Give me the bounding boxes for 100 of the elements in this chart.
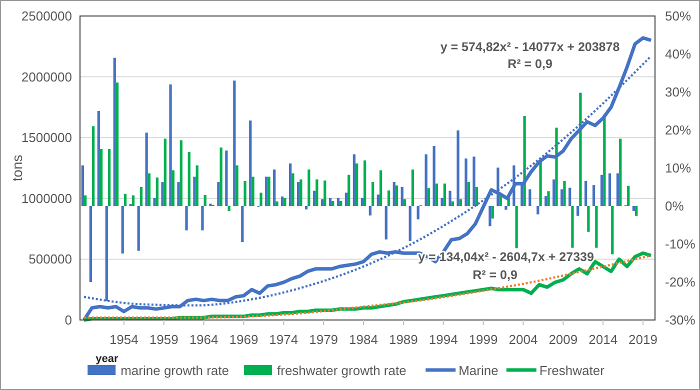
bar [188, 152, 190, 206]
bar [220, 147, 222, 206]
bar [292, 173, 294, 206]
bar [116, 82, 119, 206]
bar [515, 206, 518, 248]
bar [451, 201, 454, 206]
bar [496, 168, 500, 206]
bar [265, 176, 268, 206]
bar [611, 206, 614, 254]
bar [619, 138, 622, 206]
bar [443, 184, 446, 206]
bar [408, 206, 412, 241]
bar [241, 206, 244, 242]
y2-tick-label: 0% [665, 198, 684, 214]
bar [320, 199, 324, 206]
bar [260, 192, 262, 206]
bar [579, 92, 582, 206]
annotation: y = 574,82x² - 14077x + 203878 [440, 40, 620, 54]
bar [568, 188, 572, 206]
legend-label: freshwater growth rate [277, 363, 406, 378]
bar [217, 182, 220, 206]
x-tick-label: 2009 [548, 332, 578, 347]
bar [97, 111, 100, 206]
bar [352, 154, 356, 206]
bar [459, 199, 462, 206]
bar [89, 206, 92, 282]
bar [108, 149, 111, 206]
bar [400, 187, 404, 206]
x-tick-label: 2014 [588, 332, 618, 347]
bar [464, 158, 468, 206]
bar [539, 162, 542, 206]
x-axis-title: year [96, 353, 120, 365]
bar [312, 190, 316, 206]
x-tick-label: 2004 [508, 332, 538, 347]
bar [100, 149, 103, 206]
bar [635, 206, 638, 216]
x-tick-label: 1979 [309, 332, 338, 347]
bar [440, 198, 444, 206]
bar [632, 206, 636, 211]
x-tick-label: 1999 [468, 332, 498, 347]
legend-label: marine growth rate [120, 363, 229, 378]
bar [268, 176, 270, 206]
bar [148, 173, 151, 206]
bar [491, 206, 494, 219]
bar [379, 170, 382, 206]
bar [364, 160, 366, 206]
y-tick-label: 2500000 [21, 8, 72, 24]
bar [416, 206, 420, 220]
y2-tick-label: -20% [665, 274, 696, 290]
bar [137, 206, 140, 251]
x-tick-label: 2019 [628, 332, 658, 347]
bar [395, 185, 398, 206]
x-tick-label: 1994 [428, 332, 458, 347]
bar [92, 126, 95, 206]
y2-tick-label: 40% [665, 46, 692, 62]
legend-label: Freshwater [539, 363, 606, 378]
y-tick-label: 1000000 [21, 190, 72, 206]
y2-tick-label: 50% [665, 8, 692, 24]
bar [225, 150, 228, 206]
bar [132, 195, 135, 206]
bar [384, 206, 388, 240]
x-tick-label: 1969 [229, 332, 258, 347]
bar [555, 128, 558, 206]
bar [608, 173, 612, 206]
legend-label: Marine [458, 363, 498, 378]
bar [185, 206, 188, 230]
bar [584, 180, 588, 206]
bar [340, 201, 342, 206]
bar [456, 130, 460, 206]
bar [536, 206, 540, 214]
bar [600, 174, 604, 206]
bar [627, 186, 630, 206]
bar [544, 196, 548, 206]
bar [288, 163, 292, 206]
y2-tick-label: 20% [665, 122, 692, 138]
bar [244, 180, 246, 206]
bar [153, 198, 156, 206]
bar [467, 182, 470, 206]
bar [236, 165, 238, 206]
bar [140, 187, 143, 206]
bar [169, 84, 172, 206]
bar [392, 182, 396, 206]
bar [332, 201, 334, 206]
bar [180, 140, 182, 206]
bar [376, 194, 380, 206]
x-tick-label: 1959 [149, 332, 178, 347]
bar [81, 165, 84, 206]
bar [336, 198, 340, 206]
bar [547, 191, 550, 206]
annotation: R² = 0,9 [508, 57, 552, 71]
bar [308, 170, 310, 206]
bar [348, 174, 350, 206]
bar [616, 173, 620, 206]
bar [233, 80, 236, 206]
y-tick-label: 1500000 [21, 130, 72, 146]
bar [368, 206, 372, 216]
bar [560, 189, 564, 206]
bar [281, 196, 284, 206]
bar [316, 179, 318, 206]
bar [448, 190, 452, 206]
